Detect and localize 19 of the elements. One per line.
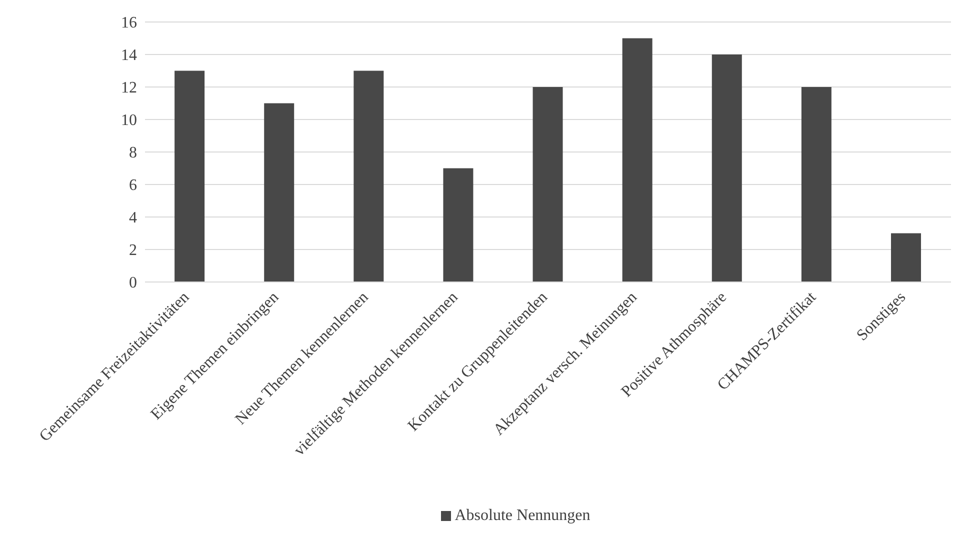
bar: [532, 87, 563, 282]
y-tick-label: 10: [121, 112, 137, 130]
bar: [174, 70, 205, 282]
bar: [264, 103, 294, 282]
bar: [891, 233, 921, 282]
bar: [622, 38, 652, 282]
bar: [443, 168, 474, 282]
y-tick-label: 14: [121, 47, 137, 64]
legend-label: Absolute Nennungen: [454, 507, 590, 524]
y-tick-label: 4: [129, 210, 137, 227]
y-tick-label: 2: [129, 242, 137, 260]
y-tick-label: 16: [121, 14, 137, 32]
y-tick-label: 6: [129, 177, 137, 194]
y-tick-label: 8: [129, 144, 137, 162]
bar: [354, 70, 384, 282]
bar: [712, 54, 742, 282]
y-tick-label: 12: [121, 80, 137, 97]
bar: [801, 87, 832, 282]
y-tick-label: 0: [129, 274, 137, 292]
